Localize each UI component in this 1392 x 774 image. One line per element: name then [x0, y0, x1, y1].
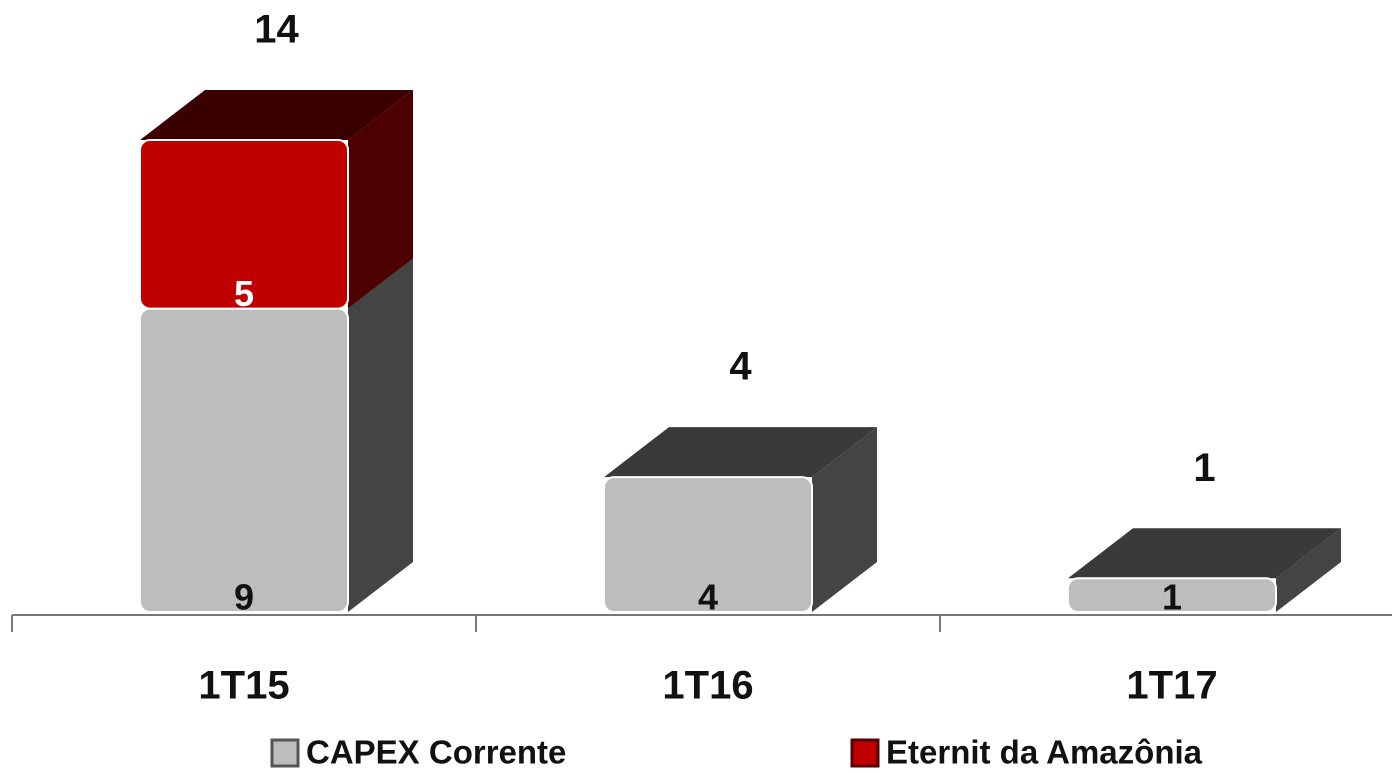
value-label: 9 [234, 577, 254, 618]
bar [139, 307, 349, 613]
bar-top [140, 90, 413, 140]
bar-side [812, 427, 877, 612]
legend-label: CAPEX Corrente [306, 734, 566, 771]
bar [139, 139, 349, 310]
total-label: 1 [1193, 446, 1215, 490]
bar-top [1068, 528, 1341, 579]
bar [603, 476, 813, 613]
x-tick-label: 1T17 [1126, 664, 1217, 708]
bar-side [348, 90, 413, 309]
legend-swatch [270, 738, 300, 768]
total-label: 14 [254, 8, 299, 52]
bar [1067, 577, 1277, 613]
x-tick-label: 1T15 [198, 664, 289, 708]
legend-swatch [850, 738, 880, 768]
legend-label: Eternit da Amazônia [886, 734, 1203, 771]
total-label: 4 [729, 345, 752, 389]
bar-side [1276, 528, 1341, 612]
bar-top [604, 427, 877, 478]
value-label: 5 [234, 273, 254, 314]
value-label: 1 [1162, 577, 1182, 618]
value-label: 4 [698, 577, 718, 618]
bar-side [348, 258, 413, 612]
x-tick-label: 1T16 [662, 664, 753, 708]
